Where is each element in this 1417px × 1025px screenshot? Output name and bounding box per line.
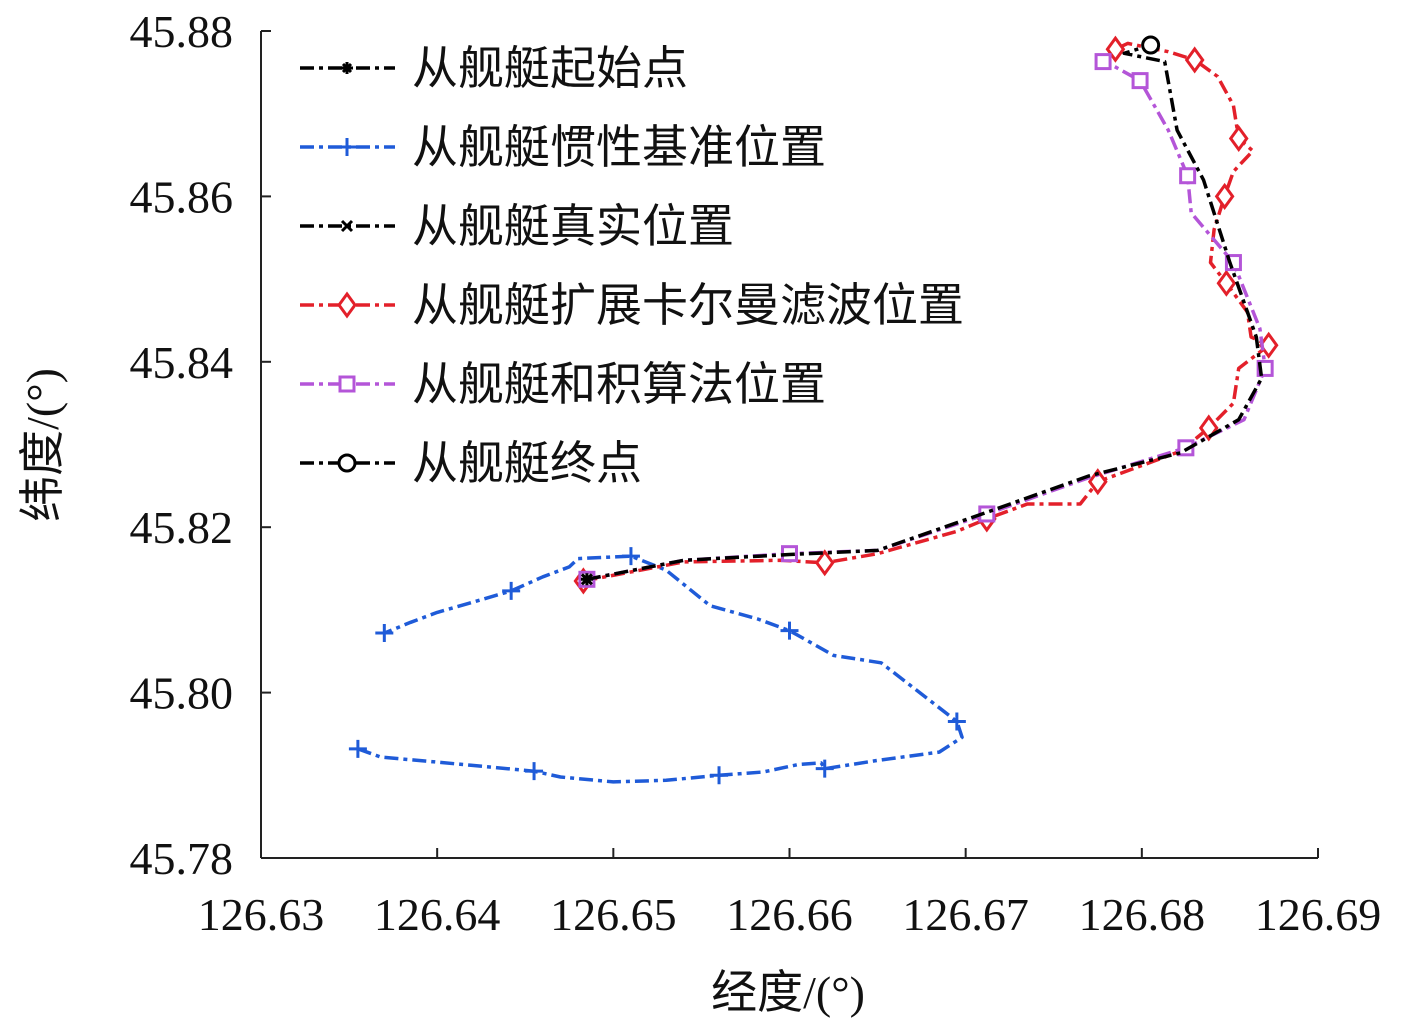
data-point-marker xyxy=(1179,167,1197,185)
data-point-marker xyxy=(1094,53,1112,71)
legend-label: 从舰艇起始点 xyxy=(412,43,688,94)
data-point-marker xyxy=(1141,35,1161,55)
legend-item-0: 从舰艇起始点 xyxy=(300,43,688,94)
series-0 xyxy=(580,573,593,586)
x-tick-label: 126.63 xyxy=(198,889,325,940)
series-line xyxy=(357,554,964,784)
legend-item-2: 从舰艇真实位置 xyxy=(300,201,734,252)
y-tick-label: 45.82 xyxy=(130,502,234,553)
data-point-marker xyxy=(1131,72,1149,90)
legend-marker xyxy=(338,375,356,393)
data-point-marker xyxy=(1228,124,1249,153)
x-axis-title: 经度/(°) xyxy=(711,967,865,1018)
legend-label: 从舰艇和积算法位置 xyxy=(412,359,826,410)
legend-item-3: 从舰艇扩展卡尔曼滤波位置 xyxy=(300,280,964,331)
data-point-marker xyxy=(1087,468,1108,496)
legend-marker xyxy=(337,291,357,319)
axes: 126.63 126.64 126.65 126.66 126.67 126.68 126.… xyxy=(130,6,1382,940)
series-1 xyxy=(348,547,966,785)
data-point-marker xyxy=(375,624,394,643)
data-point-marker xyxy=(580,573,593,586)
data-point-marker xyxy=(710,766,729,785)
x-tick-label: 126.69 xyxy=(1255,889,1382,940)
y-tick-label: 45.88 xyxy=(130,6,234,57)
legend-item-4: 从舰艇和积算法位置 xyxy=(300,359,826,410)
legend-item-1: 从舰艇惯性基准位置 xyxy=(300,122,826,173)
y-axis-title: 纬度/(°) xyxy=(17,368,68,522)
data-point-marker xyxy=(947,712,966,731)
series-layer xyxy=(348,35,1279,785)
legend-marker xyxy=(337,453,357,473)
data-point-marker xyxy=(502,581,521,600)
data-point-marker xyxy=(1214,182,1235,210)
x-tick-label: 126.64 xyxy=(374,889,501,940)
data-point-marker xyxy=(525,762,544,781)
y-tick-label: 45.86 xyxy=(130,171,234,222)
data-point-marker xyxy=(780,621,799,640)
x-tick-label: 126.65 xyxy=(550,889,677,940)
legend-marker xyxy=(340,219,354,233)
legend-item-5: 从舰艇终点 xyxy=(300,438,642,489)
data-point-marker xyxy=(1184,46,1205,74)
data-point-marker xyxy=(1198,414,1219,442)
legend: 从舰艇起始点从舰艇惯性基准位置从舰艇真实位置从舰艇扩展卡尔曼滤波位置从舰艇和积算… xyxy=(300,43,964,489)
x-tick-label: 126.67 xyxy=(902,889,1029,940)
x-tick-label: 126.66 xyxy=(726,889,853,940)
legend-marker xyxy=(341,62,353,74)
x-tick-label: 126.68 xyxy=(1079,889,1206,940)
y-tick-label: 45.80 xyxy=(130,668,234,719)
data-point-marker xyxy=(814,549,835,577)
data-point-marker xyxy=(1216,269,1237,297)
legend-marker xyxy=(338,138,356,156)
y-tick-label: 45.84 xyxy=(130,337,234,388)
legend-label: 从舰艇终点 xyxy=(412,438,642,489)
data-point-marker xyxy=(621,547,640,566)
series-5 xyxy=(1141,35,1161,55)
legend-label: 从舰艇惯性基准位置 xyxy=(412,122,826,173)
series-line xyxy=(586,43,1264,582)
legend-label: 从舰艇真实位置 xyxy=(412,201,734,252)
data-point-marker xyxy=(348,739,367,758)
y-tick-label: 45.78 xyxy=(130,833,234,884)
data-point-marker xyxy=(815,759,834,778)
legend-label: 从舰艇扩展卡尔曼滤波位置 xyxy=(412,280,964,331)
